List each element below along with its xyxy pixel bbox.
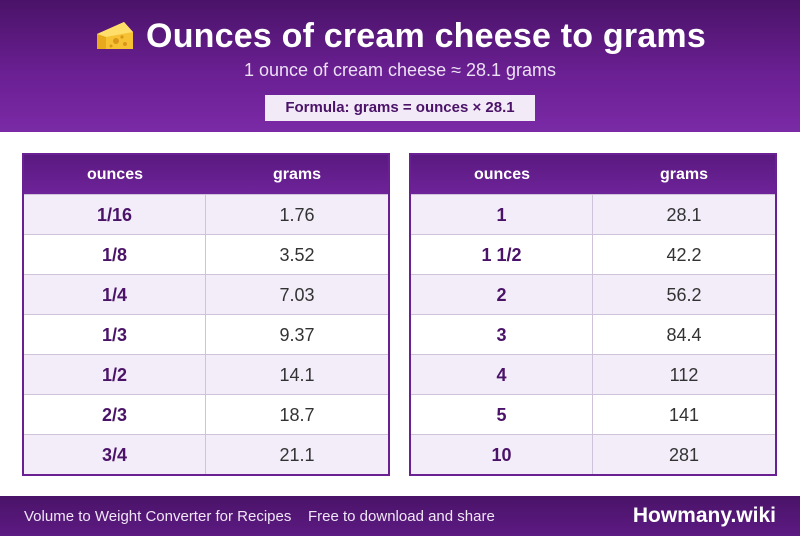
table-row: 5 141	[411, 394, 775, 434]
ounces-cell: 1 1/2	[411, 235, 593, 274]
table-row: 10 281	[411, 434, 775, 474]
footer-share-note: Free to download and share	[308, 508, 495, 525]
ounces-cell: 1/3	[24, 315, 206, 354]
ounces-cell: 10	[411, 435, 593, 474]
table-row: 1 1/2 42.2	[411, 234, 775, 274]
grams-cell: 7.03	[279, 285, 315, 305]
grams-cell: 112	[669, 365, 699, 385]
grams-cell: 28.1	[666, 205, 702, 225]
footer-bar: Volume to Weight Converter for Recipes F…	[0, 496, 800, 536]
formula-badge: Formula: grams = ounces × 28.1	[265, 95, 535, 121]
table-row: 4 112	[411, 354, 775, 394]
ounces-cell: 1/4	[24, 275, 206, 314]
grams-cell: 84.4	[666, 325, 702, 345]
cheese-icon	[94, 18, 136, 54]
ounces-cell: 4	[411, 355, 593, 394]
page-title: Ounces of cream cheese to grams	[146, 16, 706, 55]
table-row: 1/3 9.37	[24, 314, 388, 354]
column-header-ounces: ounces	[86, 165, 143, 183]
table-row: 2 56.2	[411, 274, 775, 314]
grams-cell: 42.2	[666, 245, 702, 265]
table-row: 1/8 3.52	[24, 234, 388, 274]
ounces-cell: 3/4	[24, 435, 206, 474]
header-banner: Ounces of cream cheese to grams 1 ounce …	[0, 0, 800, 132]
conversion-table-right: ounces grams 1 28.1 1 1/2 42.2 2 56.2 3 84.4…	[409, 153, 777, 476]
grams-cell: 18.7	[279, 405, 315, 425]
grams-cell: 56.2	[666, 285, 702, 305]
ounces-cell: 2/3	[24, 395, 206, 434]
column-header-grams: grams	[272, 165, 322, 183]
footer-tagline: Volume to Weight Converter for Recipes	[24, 508, 292, 525]
table-row: 1 28.1	[411, 194, 775, 234]
ounces-cell: 1/2	[24, 355, 206, 394]
grams-cell: 21.1	[279, 445, 315, 465]
table-row: 1/4 7.03	[24, 274, 388, 314]
ounces-cell: 1	[411, 195, 593, 234]
column-header-grams: grams	[659, 165, 709, 183]
title-row: Ounces of cream cheese to grams	[0, 14, 800, 58]
ounces-cell: 3	[411, 315, 593, 354]
ounces-cell: 1/16	[24, 195, 206, 234]
table-header: ounces grams	[411, 155, 775, 194]
grams-cell: 3.52	[279, 245, 315, 265]
ounces-cell: 1/8	[24, 235, 206, 274]
conversion-table-left: ounces grams 1/16 1.76 1/8 3.52 1/4 7.03 1/…	[22, 153, 390, 476]
table-row: 2/3 18.7	[24, 394, 388, 434]
grams-cell: 14.1	[279, 365, 315, 385]
grams-cell: 1.76	[279, 205, 315, 225]
grams-cell: 141	[668, 405, 700, 425]
grams-cell: 281	[668, 445, 700, 465]
subtitle: 1 ounce of cream cheese ≈ 28.1 grams	[243, 60, 557, 80]
table-row: 3 84.4	[411, 314, 775, 354]
grams-cell: 9.37	[279, 325, 315, 345]
table-row: 3/4 21.1	[24, 434, 388, 474]
table-row: 1/16 1.76	[24, 194, 388, 234]
brand-logo-text[interactable]: Howmany.wiki	[632, 504, 776, 527]
ounces-cell: 2	[411, 275, 593, 314]
table-row: 1/2 14.1	[24, 354, 388, 394]
table-header: ounces grams	[24, 155, 388, 194]
column-header-ounces: ounces	[473, 165, 530, 183]
ounces-cell: 5	[411, 395, 593, 434]
